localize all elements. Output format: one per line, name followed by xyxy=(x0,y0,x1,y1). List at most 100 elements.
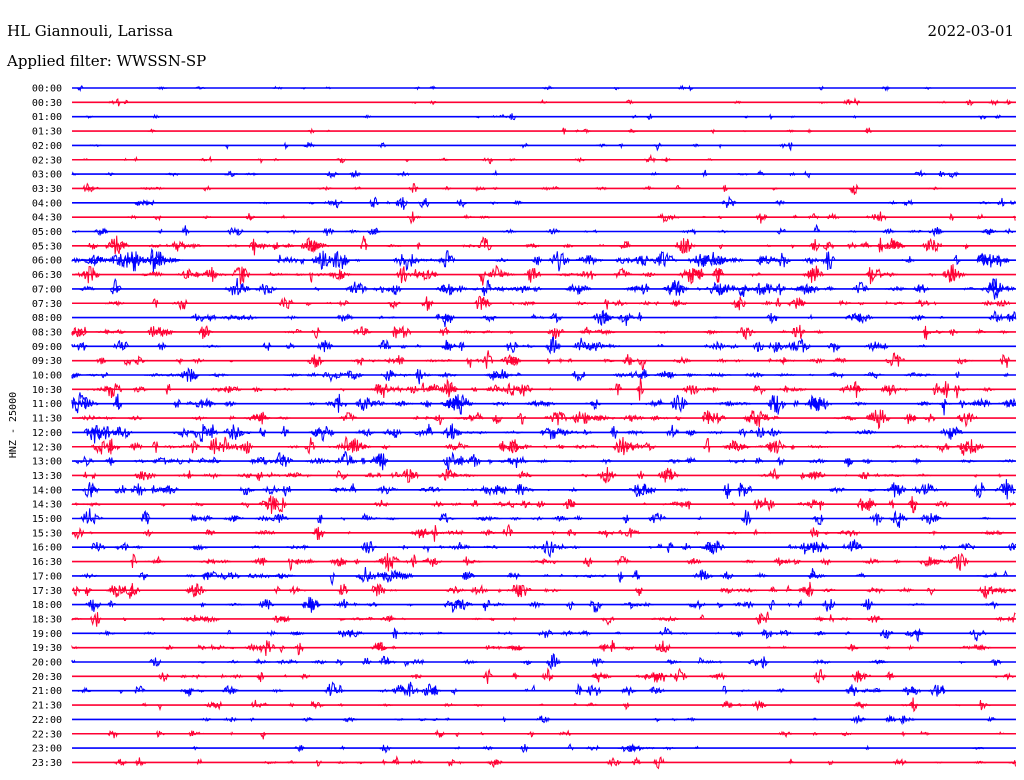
time-tick-label: 14:00 xyxy=(32,485,62,496)
y-axis-label: HNZ - 25000 xyxy=(8,392,19,458)
trace-group: 00:00 00:30 01:00 01:30 02:00 02:30 03:00 03:30… xyxy=(32,84,1017,770)
trace-waveform xyxy=(73,450,1016,471)
trace-waveform xyxy=(199,714,997,726)
trace-waveform xyxy=(71,336,932,355)
trace-waveform xyxy=(190,743,984,754)
time-tick-label: 19:00 xyxy=(32,629,62,640)
trace-waveform xyxy=(71,247,1011,273)
trace-waveform xyxy=(84,113,1003,121)
trace-waveform xyxy=(71,367,1009,385)
time-tick-label: 01:00 xyxy=(32,112,62,123)
time-tick-label: 19:30 xyxy=(32,643,62,654)
trace-waveform xyxy=(157,667,1016,684)
time-tick-label: 14:30 xyxy=(32,500,62,511)
time-tick-label: 23:00 xyxy=(32,744,62,755)
trace-waveform xyxy=(71,581,1016,599)
time-tick-label: 20:30 xyxy=(32,672,62,683)
trace-waveform xyxy=(71,169,960,179)
time-tick-label: 08:30 xyxy=(32,327,62,338)
trace-waveform xyxy=(71,523,1007,542)
time-tick-label: 10:00 xyxy=(32,371,62,382)
time-tick-label: 06:30 xyxy=(32,270,62,281)
trace-waveform xyxy=(84,596,999,613)
trace-waveform xyxy=(71,611,1016,627)
trace-waveform xyxy=(84,378,998,401)
trace-waveform xyxy=(81,479,1016,500)
time-tick-label: 22:00 xyxy=(32,715,62,726)
time-tick-label: 10:30 xyxy=(32,385,62,396)
trace-waveform xyxy=(141,697,992,713)
time-tick-label: 08:00 xyxy=(32,313,62,324)
trace-waveform xyxy=(82,423,964,444)
trace-waveform xyxy=(79,508,991,528)
time-tick-label: 11:00 xyxy=(32,399,62,410)
station-title: HL Giannouli, Larissa xyxy=(7,22,173,40)
time-tick-label: 22:30 xyxy=(32,729,62,740)
time-tick-label: 18:30 xyxy=(32,614,62,625)
trace-waveform xyxy=(78,277,1016,300)
time-tick-label: 13:30 xyxy=(32,471,62,482)
time-tick-label: 04:30 xyxy=(32,213,62,224)
time-tick-label: 21:30 xyxy=(32,701,62,712)
trace-waveform xyxy=(73,223,1016,238)
trace-waveform xyxy=(95,350,1011,371)
time-tick-label: 16:30 xyxy=(32,557,62,568)
trace-waveform xyxy=(129,552,970,572)
time-tick-label: 05:00 xyxy=(32,227,62,238)
time-tick-label: 15:00 xyxy=(32,514,62,525)
trace-waveform xyxy=(71,652,1003,671)
trace-waveform xyxy=(71,324,1010,341)
trace-waveform xyxy=(96,627,987,643)
trace-waveform xyxy=(79,567,1009,587)
trace-waveform xyxy=(82,153,714,165)
trace-waveform xyxy=(126,211,1016,225)
time-tick-label: 16:00 xyxy=(32,543,62,554)
time-tick-label: 23:30 xyxy=(32,758,62,769)
trace-waveform xyxy=(72,264,970,286)
time-tick-label: 18:00 xyxy=(32,600,62,611)
trace-waveform xyxy=(76,409,979,430)
time-tick-label: 09:30 xyxy=(32,356,62,367)
time-tick-label: 17:30 xyxy=(32,586,62,597)
date-title: 2022-03-01 xyxy=(927,22,1014,40)
time-tick-label: 07:30 xyxy=(32,299,62,310)
time-tick-label: 13:00 xyxy=(32,457,62,468)
trace-waveform xyxy=(76,84,932,93)
trace-waveform xyxy=(82,466,1004,484)
time-tick-label: 21:00 xyxy=(32,686,62,697)
time-tick-label: 20:00 xyxy=(32,658,62,669)
time-tick-label: 12:30 xyxy=(32,442,62,453)
time-tick-label: 12:00 xyxy=(32,428,62,439)
trace-waveform xyxy=(106,729,1006,740)
trace-waveform xyxy=(81,182,942,195)
trace-waveform xyxy=(147,127,873,135)
trace-waveform xyxy=(189,309,1017,327)
time-tick-label: 03:00 xyxy=(32,170,62,181)
time-tick-label: 05:30 xyxy=(32,241,62,252)
trace-waveform xyxy=(71,495,1016,514)
time-tick-label: 17:00 xyxy=(32,571,62,582)
time-tick-label: 02:30 xyxy=(32,155,62,166)
trace-waveform xyxy=(89,141,945,152)
time-tick-label: 06:00 xyxy=(32,256,62,267)
filter-subtitle: Applied filter: WWSSN-SP xyxy=(7,52,207,70)
time-tick-label: 04:00 xyxy=(32,198,62,209)
trace-waveform xyxy=(71,392,1017,416)
trace-waveform xyxy=(100,295,1013,311)
time-tick-label: 11:30 xyxy=(32,414,62,425)
trace-waveform xyxy=(71,640,994,657)
trace-waveform xyxy=(133,195,1017,210)
trace-waveform xyxy=(87,539,1017,559)
time-tick-label: 07:00 xyxy=(32,284,62,295)
time-tick-label: 02:00 xyxy=(32,141,62,152)
time-tick-label: 00:30 xyxy=(32,98,62,109)
time-tick-label: 00:00 xyxy=(32,84,62,95)
trace-waveform xyxy=(86,235,969,256)
trace-waveform xyxy=(108,97,1014,107)
trace-waveform xyxy=(76,681,946,697)
time-tick-label: 09:00 xyxy=(32,342,62,353)
time-tick-label: 03:30 xyxy=(32,184,62,195)
trace-waveform xyxy=(90,435,986,456)
trace-waveform xyxy=(112,755,1016,770)
